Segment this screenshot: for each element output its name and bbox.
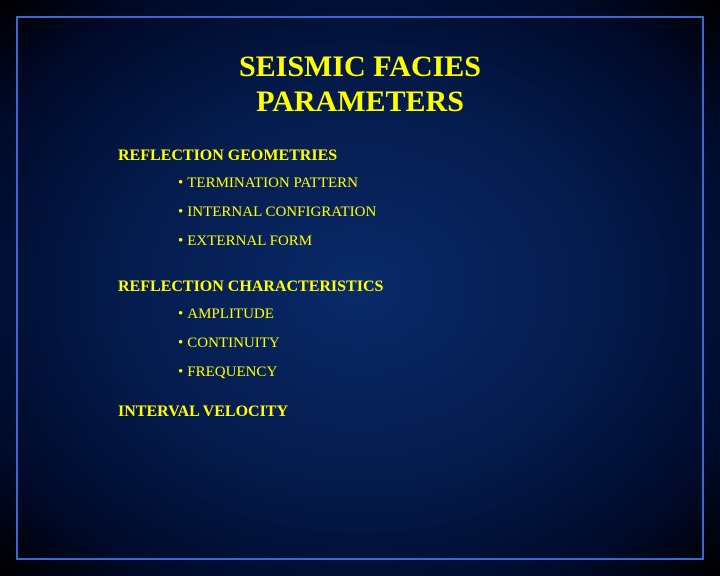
section-heading-3: INTERVAL VELOCITY	[118, 403, 662, 421]
slide-title: SEISMIC FACIES PARAMETERS	[58, 50, 662, 119]
bullet-item: •FREQUENCY	[178, 364, 662, 381]
bullet-dot-icon: •	[178, 335, 183, 352]
bullet-dot-icon: •	[178, 233, 183, 250]
bullet-item: •AMPLITUDE	[178, 306, 662, 323]
title-line-2: PARAMETERS	[256, 85, 464, 118]
bullet-item: •EXTERNAL FORM	[178, 233, 662, 250]
section-heading-2: REFLECTION CHARACTERISTICS	[118, 278, 662, 296]
bullet-item: •CONTINUITY	[178, 335, 662, 352]
section-heading-1: REFLECTION GEOMETRIES	[118, 147, 662, 165]
bullet-text: TERMINATION PATTERN	[187, 175, 358, 191]
slide-border: SEISMIC FACIES PARAMETERS REFLECTION GEO…	[16, 16, 704, 560]
bullet-text: CONTINUITY	[187, 335, 279, 351]
slide-container: SEISMIC FACIES PARAMETERS REFLECTION GEO…	[0, 0, 720, 576]
bullet-text: EXTERNAL FORM	[187, 233, 312, 249]
bullet-text: INTERNAL CONFIGRATION	[187, 204, 376, 220]
bullet-dot-icon: •	[178, 204, 183, 221]
bullet-dot-icon: •	[178, 306, 183, 323]
bullet-item: •TERMINATION PATTERN	[178, 175, 662, 192]
bullet-text: AMPLITUDE	[187, 306, 274, 322]
bullet-dot-icon: •	[178, 175, 183, 192]
bullet-list-1: •TERMINATION PATTERN •INTERNAL CONFIGRAT…	[178, 175, 662, 250]
bullet-text: FREQUENCY	[187, 364, 277, 380]
bullet-list-2: •AMPLITUDE •CONTINUITY •FREQUENCY	[178, 306, 662, 381]
bullet-item: •INTERNAL CONFIGRATION	[178, 204, 662, 221]
title-line-1: SEISMIC FACIES	[239, 50, 481, 83]
bullet-dot-icon: •	[178, 364, 183, 381]
